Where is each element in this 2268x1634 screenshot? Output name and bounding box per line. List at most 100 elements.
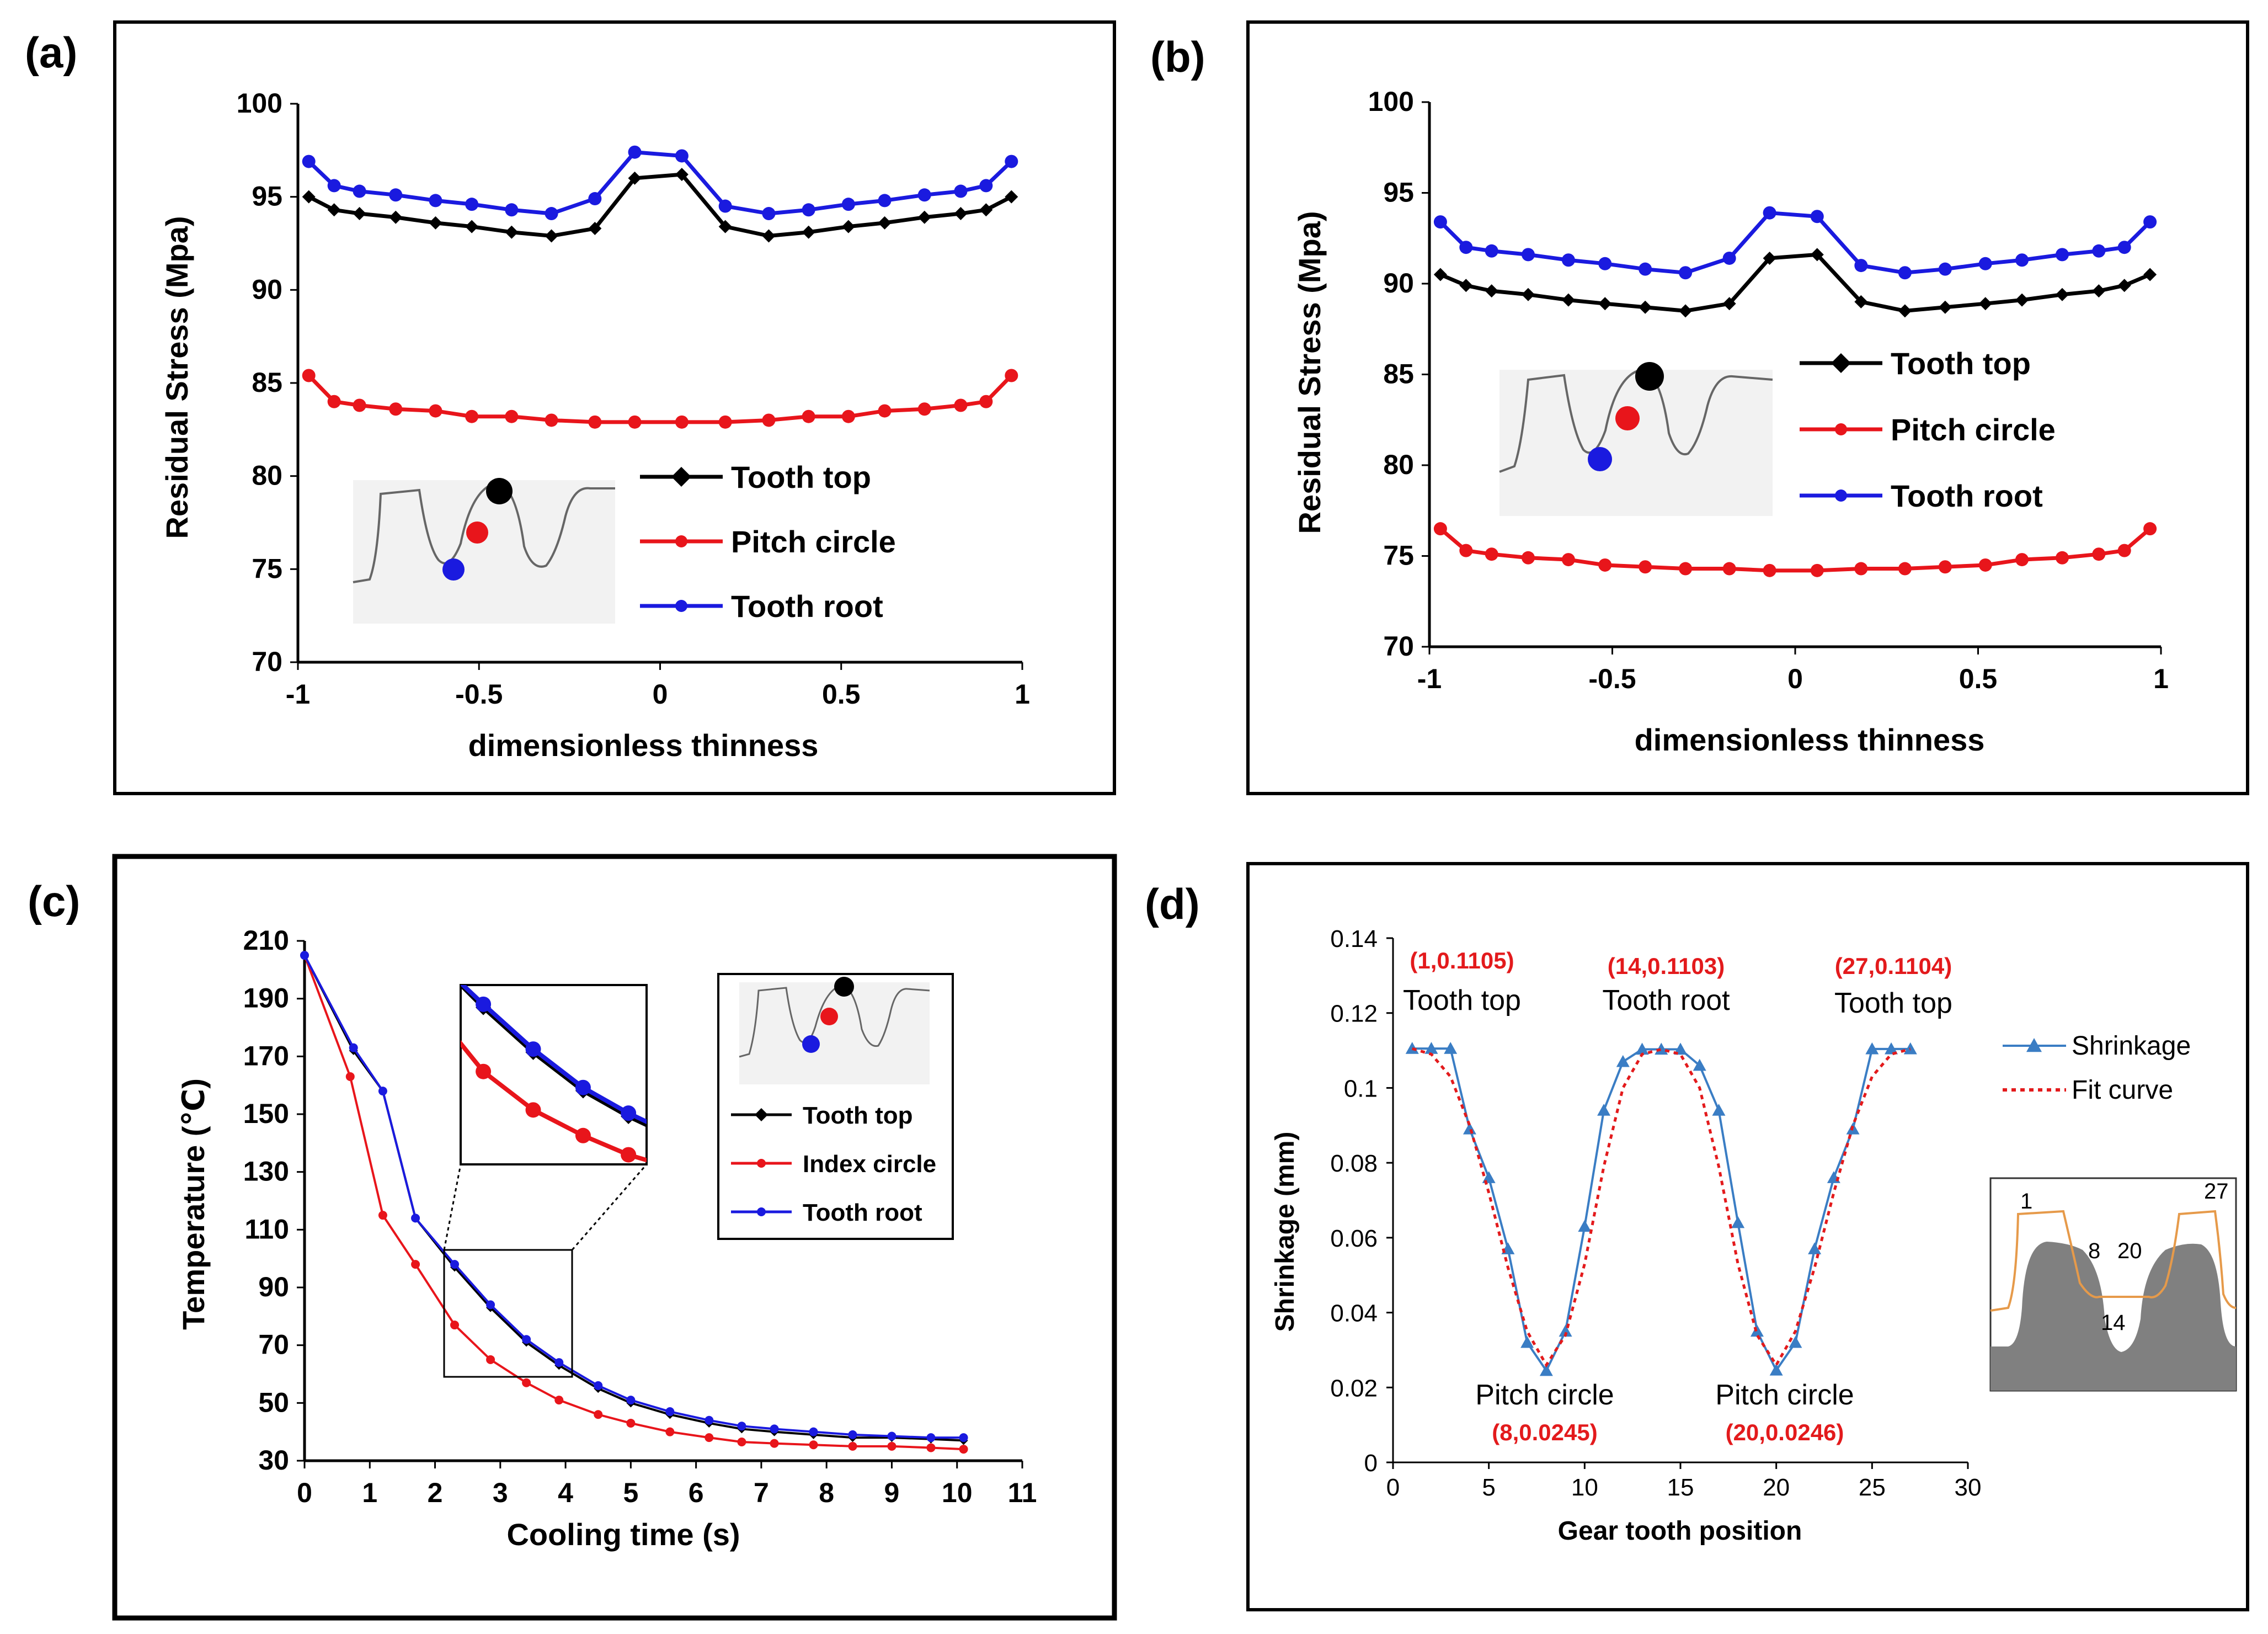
data-point-tooth-root <box>302 155 316 168</box>
data-point-tooth-top <box>718 220 732 233</box>
data-point-tooth-root <box>675 149 689 163</box>
chart-a-ytick-label: 95 <box>252 181 282 212</box>
data-point-pitch-circle <box>2143 522 2157 536</box>
data-point-tooth-root <box>1485 244 1498 258</box>
chart-d-ytick-label: 0 <box>1364 1450 1378 1477</box>
data-point-pitch-circle <box>588 415 602 429</box>
data-point-index-circle <box>575 1127 591 1143</box>
data-point-tooth-top <box>878 216 892 230</box>
chart-d: 0 0.02 0.04 0.06 0.08 0.1 0.12 0.14 0 5 10 15 20 25 30… <box>1271 925 2237 1546</box>
data-point-tooth-root <box>954 184 968 198</box>
legend-marker-tooth-root <box>675 600 687 612</box>
data-point-tooth-root <box>2015 253 2029 267</box>
chart-b-xtick-label: 1 <box>2153 663 2169 694</box>
chart-b-ytick-label: 100 <box>1368 86 1414 117</box>
data-point-pitch-circle <box>1433 522 1447 536</box>
data-point-tooth-root <box>878 194 892 207</box>
chart-c-tooth-sketch <box>739 977 930 1084</box>
data-point-tooth-top <box>465 220 479 233</box>
inset-number-14: 14 <box>2101 1311 2126 1335</box>
data-point-index-circle <box>887 1441 896 1451</box>
data-point-tooth-root <box>762 207 776 221</box>
data-point-pitch-circle <box>505 409 519 423</box>
data-point-index-circle <box>809 1440 818 1450</box>
chart-b-ytick-label: 85 <box>1383 359 1414 390</box>
chart-d-ytick-label: 0.08 <box>1330 1150 1378 1177</box>
annotation-coord: (14,0.1103) <box>1608 953 1725 979</box>
data-point-shrinkage <box>1559 1324 1572 1337</box>
chart-b-xtick-label: -1 <box>1417 663 1442 694</box>
chart-c-xtick-label: 9 <box>884 1477 900 1508</box>
chart-c-ytick-label: 110 <box>244 1213 289 1244</box>
chart-c-ytick-label: 150 <box>243 1098 289 1129</box>
chart-d-xtick-label: 25 <box>1859 1474 1886 1501</box>
legend-label-tooth-root: Tooth root <box>1891 478 2043 513</box>
panel-d-frame <box>1246 862 2249 1611</box>
data-point-pitch-circle <box>917 402 931 416</box>
chart-d-xtick-label: 20 <box>1763 1474 1790 1501</box>
data-point-tooth-top <box>1722 297 1736 311</box>
chart-c-xtick-label: 6 <box>689 1477 704 1508</box>
inset-number-8: 8 <box>2088 1239 2100 1263</box>
data-point-tooth-root <box>353 184 366 198</box>
data-point-tooth-top <box>917 210 931 224</box>
data-point-tooth-top <box>1459 279 1473 292</box>
data-point-tooth-top <box>389 210 403 224</box>
data-point-index-circle <box>959 1445 968 1454</box>
data-point-shrinkage <box>1597 1104 1611 1116</box>
chart-c-ylabel: Temperature (℃) <box>176 1078 211 1330</box>
data-point-index-circle <box>411 1260 420 1269</box>
data-point-shrinkage <box>1903 1042 1917 1055</box>
series-line-tooth-root <box>307 150 1013 216</box>
chart-a-xtick-label: 1 <box>1015 679 1030 710</box>
data-point-pitch-circle <box>979 395 993 408</box>
data-point-tooth-root <box>1598 257 1612 270</box>
annotation-label: Tooth top <box>1834 987 1952 1019</box>
data-point-pitch-circle <box>1810 563 1824 577</box>
chart-d-ytick-label: 0.06 <box>1330 1225 1378 1252</box>
tooth-top-dot-icon <box>486 478 513 504</box>
data-point-tooth-top <box>2092 284 2106 298</box>
data-point-tooth-root <box>594 1381 603 1390</box>
chart-c-xtick-label: 8 <box>819 1477 834 1508</box>
panel-a-frame <box>113 20 1116 795</box>
chart-c: 30 50 70 90 110 130 150 170 190 210 0 1 2 3 4 5 6 7 8 9 10 11… <box>176 925 1037 1552</box>
chart-d-xtick-label: 10 <box>1571 1474 1598 1501</box>
chart-c-xtick-label: 4 <box>558 1477 573 1508</box>
data-point-tooth-root <box>1722 251 1736 265</box>
data-point-index-circle <box>522 1378 531 1387</box>
data-point-index-circle <box>476 1063 492 1079</box>
series-line-tooth-top <box>1439 252 2151 313</box>
data-point-shrinkage <box>1731 1216 1745 1228</box>
chart-c-xtick-label: 11 <box>1008 1477 1037 1508</box>
data-point-tooth-top <box>1561 293 1575 307</box>
data-point-index-circle <box>737 1437 746 1446</box>
legend-label-tooth-top: Tooth top <box>803 1102 913 1129</box>
data-point-tooth-root <box>349 1043 358 1052</box>
chart-c-xtick-label: 1 <box>362 1477 377 1508</box>
chart-a-xtick-label: -1 <box>286 679 310 710</box>
data-point-tooth-root <box>705 1415 714 1425</box>
data-point-tooth-top <box>302 190 316 204</box>
chart-a-ytick-label: 70 <box>252 646 282 677</box>
chart-d-gear-inset: 1 27 8 20 14 <box>1989 1177 2237 1392</box>
legend-marker-index-circle <box>757 1159 766 1168</box>
tooth-top-dot-icon <box>1635 362 1664 391</box>
chart-c-xtick-label: 2 <box>428 1477 443 1508</box>
data-point-tooth-root <box>2143 215 2157 229</box>
data-point-index-circle <box>378 1211 387 1220</box>
chart-c-ytick-label: 50 <box>258 1387 289 1418</box>
chart-d-ytick-label: 0.02 <box>1330 1375 1378 1402</box>
legend-marker-shrinkage <box>2026 1038 2042 1052</box>
chart-c-xtick-label: 7 <box>754 1477 769 1508</box>
panel-a-label: (a) <box>25 28 77 77</box>
chart-d-xtick-label: 5 <box>1482 1474 1495 1501</box>
chart-d-xtick-label: 0 <box>1386 1474 1400 1501</box>
data-point-pitch-circle <box>675 415 689 429</box>
data-point-tooth-root <box>1522 248 1535 262</box>
chart-b-xtick-label: -0.5 <box>1588 663 1636 694</box>
data-point-shrinkage <box>1769 1364 1783 1376</box>
annotation-label: Tooth top <box>1403 984 1521 1016</box>
data-point-pitch-circle <box>718 415 732 429</box>
chart-b-xtick-label: 0.5 <box>1959 663 1998 694</box>
